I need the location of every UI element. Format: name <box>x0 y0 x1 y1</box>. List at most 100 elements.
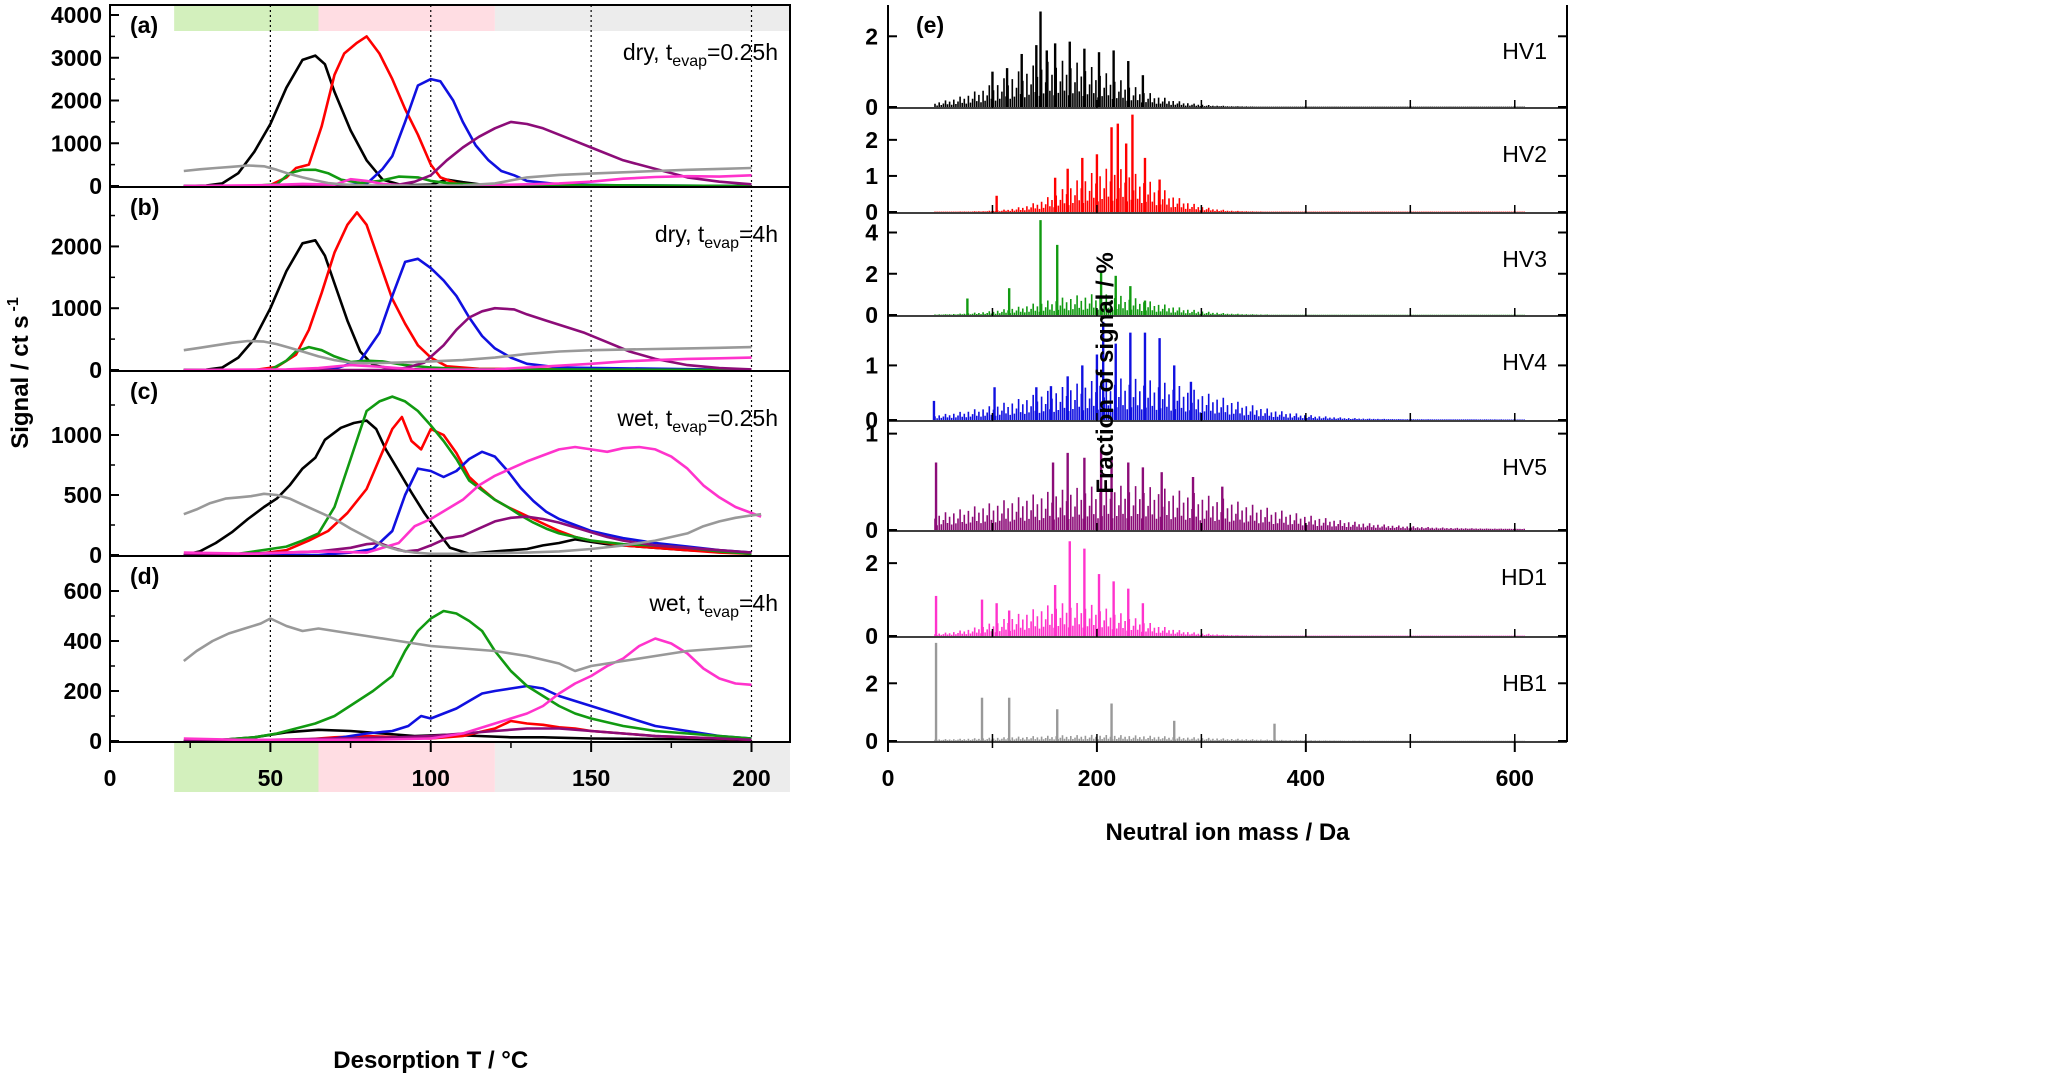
panel-tag: (a) <box>130 12 158 38</box>
y-tick-label: 500 <box>64 482 102 508</box>
y-tick-label: 1000 <box>51 295 102 321</box>
x-tick-label: 200 <box>1078 765 1116 791</box>
y-tick-label: 3000 <box>51 45 102 71</box>
series-line-gray <box>183 339 752 365</box>
series-line-blue <box>183 684 752 743</box>
panel-frame <box>109 370 791 557</box>
series-name-HV3: HV3 <box>1502 246 1547 272</box>
series-line-blue <box>183 257 752 372</box>
y-tick-label: 2 <box>865 261 878 287</box>
series-line-green <box>183 609 752 743</box>
panel-condition: dry, tevap=0.25h <box>623 39 778 70</box>
series-line-green <box>183 168 752 188</box>
series-line-green <box>183 345 752 372</box>
spectrum-bars <box>934 294 1525 315</box>
series-name-HV2: HV2 <box>1502 141 1547 167</box>
series-name-HD1: HD1 <box>1501 564 1547 590</box>
series-line-gray <box>183 492 762 556</box>
spectrum-panel-HV4: 0 1 HV4 <box>865 316 1568 433</box>
y-tick-label: 0 <box>89 357 102 383</box>
series-line-purple <box>183 120 752 188</box>
series-line-black <box>183 239 752 372</box>
spectrum-panel-HD1: 0 2 HD1 <box>865 531 1568 649</box>
spectrum-panel-HV3: 0 2 4 HV3 <box>865 213 1568 328</box>
series-name-HV1: HV1 <box>1502 38 1547 64</box>
y-tick-label: 2 <box>865 23 878 49</box>
x-tick-label: 0 <box>882 765 895 791</box>
y-tick-label: 0 <box>89 173 102 199</box>
spectrum-bars <box>934 60 1525 107</box>
spectrum-panel-HV2: 0 1 2 HV2 <box>865 108 1568 225</box>
series-name-HB1: HB1 <box>1502 670 1547 696</box>
y-tick-label: 200 <box>64 678 102 704</box>
series-line-gray <box>183 164 752 187</box>
series-line-blue <box>183 450 752 557</box>
series-line-purple <box>183 515 752 557</box>
y-tick-label: 4000 <box>51 2 102 28</box>
x-tick-label: 100 <box>412 765 450 791</box>
y-tick-label: 4 <box>865 220 878 246</box>
y-tick-label: 0 <box>865 517 878 543</box>
y-tick-label: 2 <box>865 670 878 696</box>
thermogram-panel-3: 0 200 400 600 (d) wet, tevap=4h <box>64 555 791 754</box>
x-tick-label: 200 <box>732 765 770 791</box>
y-tick-label: 1 <box>865 421 878 447</box>
y-axis-title: Signal / ct s-1 <box>5 297 34 449</box>
series-line-gray <box>182 617 752 673</box>
thermogram-panel-0: 0 1000 2000 3000 4000 (a) dry, tevap=0.25h <box>51 2 791 199</box>
y-tick-label: 1000 <box>51 130 102 156</box>
x-tick-label: 150 <box>572 765 610 791</box>
spectrum-bars <box>934 603 1525 636</box>
spectrum-panel-HV5: 0 1 HV5 <box>865 421 1568 543</box>
panel-condition: wet, tevap=0.25h <box>616 405 778 436</box>
y-tick-label: 600 <box>64 578 102 604</box>
y-tick-label: 1 <box>865 352 878 378</box>
x-tick-label: 0 <box>104 765 117 791</box>
panel-condition: dry, tevap=4h <box>655 221 778 252</box>
x-tick-label: 50 <box>258 765 284 791</box>
panel-tag: (b) <box>130 194 159 220</box>
panel-frame <box>109 186 791 372</box>
panel-tag: (d) <box>130 563 159 589</box>
temperature-band-bottom-1 <box>174 742 319 792</box>
thermogram-panel-1: 0 1000 2000 (b) dry, tevap=4h <box>51 186 791 383</box>
temperature-band-top-2 <box>318 5 495 31</box>
spectrum-panel-HB1: 0 2 HB1 <box>865 637 1568 754</box>
spectrum-panel-HV1: 0 2 HV1 <box>865 5 1568 120</box>
panel-tag: (c) <box>130 378 158 404</box>
y-tick-label: 400 <box>64 628 102 654</box>
y-tick-label: 1000 <box>51 422 102 448</box>
y-tick-label: 0 <box>89 542 102 568</box>
y-tick-label: 0 <box>865 199 878 225</box>
y-tick-label: 0 <box>89 728 102 754</box>
y-tick-label: 0 <box>865 728 878 754</box>
temperature-band-bottom-3 <box>494 742 790 792</box>
temperature-band-top-1 <box>174 5 319 31</box>
y-tick-label: 2000 <box>51 88 102 114</box>
y-tick-label: 2 <box>865 127 878 153</box>
y-tick-label: 0 <box>865 623 878 649</box>
spectrum-bars <box>934 168 1525 212</box>
panel-frame <box>109 555 791 743</box>
spectrum-bars <box>934 485 1525 530</box>
series-line-purple <box>183 306 752 372</box>
series-line-magenta <box>183 356 752 372</box>
x-tick-label: 400 <box>1287 765 1325 791</box>
series-name-HV5: HV5 <box>1502 454 1547 480</box>
y-tick-label: 0 <box>865 302 878 328</box>
temperature-band-bottom-2 <box>318 742 495 792</box>
series-line-magenta <box>183 637 752 742</box>
y-tick-label: 2 <box>865 550 878 576</box>
thermogram-panel-2: 0 500 1000 (c) wet, tevap=0.25h <box>51 370 791 568</box>
y-tick-label: 0 <box>865 407 878 433</box>
series-name-HV4: HV4 <box>1502 349 1547 375</box>
y-tick-label: 2000 <box>51 233 102 259</box>
panel-tag: (e) <box>916 12 944 38</box>
y-axis-title: Fraction of signal / % <box>1092 252 1119 493</box>
panel-condition: wet, tevap=4h <box>648 590 778 621</box>
series-line-purple <box>183 727 752 743</box>
x-tick-label: 600 <box>1496 765 1534 791</box>
